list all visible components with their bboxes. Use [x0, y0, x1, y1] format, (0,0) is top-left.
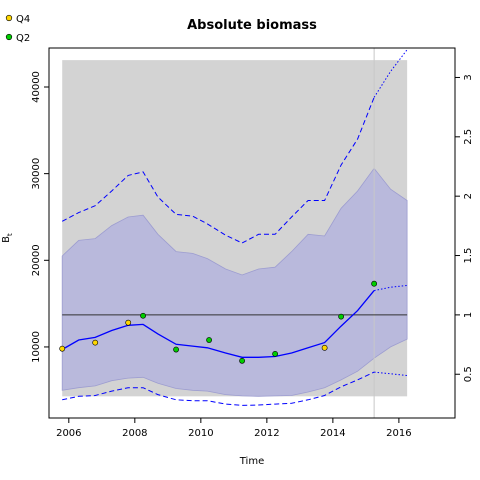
- data-point-q4: [59, 345, 66, 352]
- y-tick-label: 10000: [31, 331, 42, 363]
- y-axis-label: B: [1, 236, 12, 243]
- x-tick-label: 2008: [122, 428, 147, 439]
- data-point-q4: [125, 319, 132, 326]
- data-point-q2: [272, 350, 279, 357]
- legend-marker-q2: [5, 33, 13, 41]
- x-tick-label: 2014: [320, 428, 345, 439]
- x-tick-label: 2010: [188, 428, 213, 439]
- right-tick-label: 1: [463, 312, 474, 318]
- svg-text:Bt: Bt: [1, 233, 14, 243]
- data-point-q2: [239, 357, 245, 364]
- series-solid-0: [61, 290, 375, 358]
- x-tick-label: 2006: [56, 428, 81, 439]
- right-tick-label: 1.5: [463, 248, 474, 264]
- series-dashed-4: [62, 371, 375, 406]
- series-dashed-2: [61, 97, 375, 244]
- legend-label-q2: Q2: [16, 33, 30, 44]
- x-axis-label: Time: [239, 456, 264, 467]
- plot-area: 2006 2008 2010 2012 2014 2016 10000 20000 30000 4…: [31, 47, 474, 439]
- data-point-q4: [321, 344, 328, 351]
- x-tick-label: 2012: [254, 428, 279, 439]
- x-tick-label: 2016: [386, 428, 411, 439]
- right-tick-label: 2.5: [463, 129, 474, 145]
- right-tick-label: 2: [463, 193, 474, 199]
- data-point-q4: [92, 339, 99, 346]
- plot-clip-group: [59, 48, 408, 418]
- data-point-q2: [371, 280, 378, 287]
- y-tick-label: 20000: [31, 244, 42, 276]
- y-tick-label: 40000: [31, 71, 42, 103]
- legend-marker-q4: [5, 14, 13, 22]
- y-tick-label: 30000: [31, 158, 42, 190]
- data-point-q2: [173, 346, 179, 353]
- plot-frame: [48, 47, 456, 419]
- legend-label-q4: Q4: [16, 14, 30, 25]
- confidence-band: [61, 167, 408, 397]
- data-point-q2: [206, 337, 212, 343]
- right-tick-label: 0.5: [463, 366, 474, 382]
- right-tick-label: 3: [463, 74, 474, 80]
- y-axis-label-subscript: t: [6, 233, 14, 236]
- data-point-q2: [140, 312, 146, 319]
- chart-title: Absolute biomass: [187, 18, 317, 33]
- data-point-q2: [338, 313, 345, 320]
- y-axis-label-group: Bt: [1, 233, 14, 243]
- legend: Q4 Q2: [5, 14, 30, 44]
